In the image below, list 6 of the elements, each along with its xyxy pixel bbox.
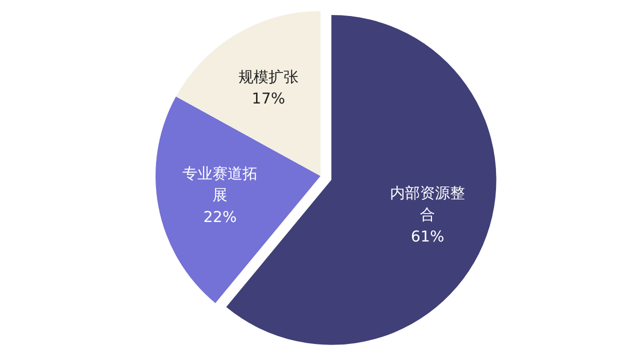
data-label: 61% — [410, 227, 444, 246]
data-label: 17% — [252, 89, 286, 108]
slice-label: 规模扩张 — [238, 68, 298, 86]
slice-label: 内部资源整合 — [390, 184, 466, 224]
slice-label: 专业赛道拓展 — [182, 164, 258, 204]
data-label: 22% — [203, 208, 237, 226]
